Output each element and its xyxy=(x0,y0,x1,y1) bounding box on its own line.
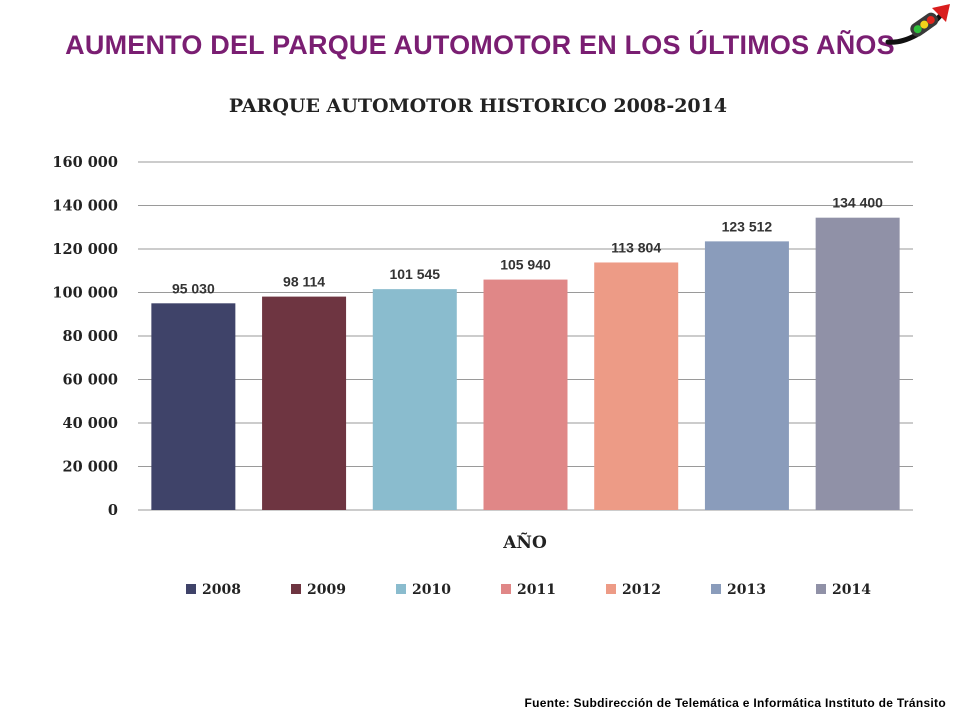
bar-2010 xyxy=(372,289,457,510)
bar-2012 xyxy=(594,262,679,510)
data-label: 123 512 xyxy=(722,218,773,234)
bar-2013 xyxy=(704,241,789,511)
bar-2008 xyxy=(151,303,236,510)
data-label: 98 114 xyxy=(283,274,325,290)
legend-swatch xyxy=(606,584,616,594)
bar-2009 xyxy=(262,296,347,510)
y-tick-label: 60 000 xyxy=(63,372,119,389)
data-label: 134 400 xyxy=(832,195,883,211)
bar-value-labels: 95 030 98 114 101 545 105 940 113 804 123 512… xyxy=(172,195,883,297)
data-label: 101 545 xyxy=(389,266,440,282)
bar-2011 xyxy=(483,279,568,510)
chart-title: PARQUE AUTOMOTOR HISTORICO 2008-2014 xyxy=(229,95,727,117)
y-tick-label: 140 000 xyxy=(52,198,118,215)
data-label: 113 804 xyxy=(611,239,661,255)
data-label: 105 940 xyxy=(500,257,551,273)
legend: 2008 2009 2010 2011 2012 2013 2014 xyxy=(186,582,871,598)
y-tick-label: 20 000 xyxy=(63,459,119,476)
data-label: 95 030 xyxy=(172,280,215,296)
x-axis-label: AÑO xyxy=(502,531,547,553)
y-tick-label: 100 000 xyxy=(52,285,118,302)
legend-label: 2012 xyxy=(622,582,661,598)
bars xyxy=(151,217,900,511)
legend-label: 2014 xyxy=(832,582,871,598)
traffic-light-icon xyxy=(885,4,950,45)
legend-swatch xyxy=(396,584,406,594)
bar-2014 xyxy=(815,217,900,510)
legend-swatch xyxy=(186,584,196,594)
legend-label: 2008 xyxy=(202,582,241,598)
legend-label: 2009 xyxy=(307,582,346,598)
y-tick-label: 120 000 xyxy=(52,241,118,258)
legend-label: 2011 xyxy=(517,582,556,598)
y-axis-ticks: 0 20 000 40 000 60 000 80 000 100 000 120 000 1… xyxy=(52,154,118,519)
legend-swatch xyxy=(291,584,301,594)
legend-swatch xyxy=(711,584,721,594)
slide-title: AUMENTO DEL PARQUE AUTOMOTOR EN LOS ÚLTI… xyxy=(65,30,895,60)
y-tick-label: 40 000 xyxy=(63,415,119,432)
y-tick-label: 80 000 xyxy=(63,328,119,345)
source-note: Fuente: Subdirección de Telemática e Inf… xyxy=(524,696,946,710)
y-tick-label: 0 xyxy=(108,502,118,519)
legend-label: 2010 xyxy=(412,582,451,598)
legend-swatch xyxy=(816,584,826,594)
legend-swatch xyxy=(501,584,511,594)
legend-label: 2013 xyxy=(727,582,766,598)
y-tick-label: 160 000 xyxy=(52,154,118,171)
